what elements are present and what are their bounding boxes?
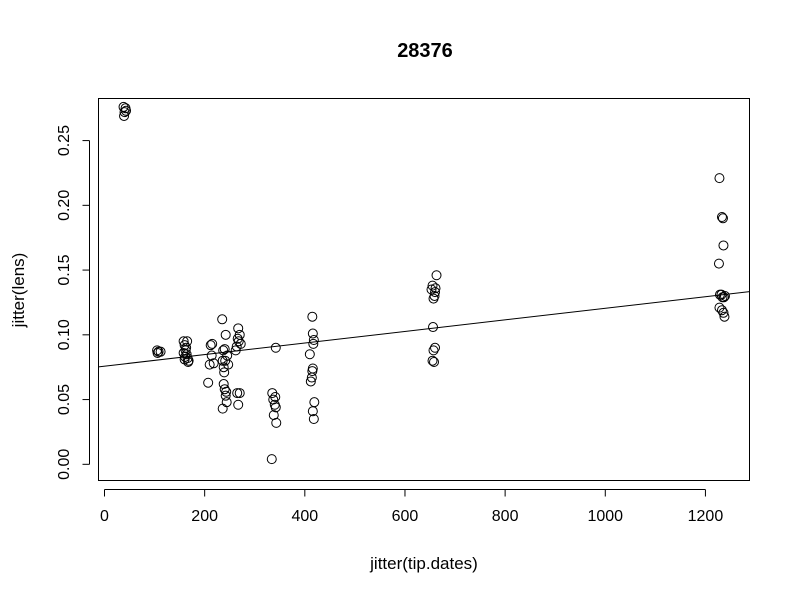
data-point bbox=[234, 388, 245, 399]
data-point bbox=[270, 342, 281, 353]
data-point bbox=[208, 358, 219, 369]
data-point bbox=[270, 402, 281, 413]
data-point bbox=[121, 105, 132, 116]
data-point bbox=[716, 211, 727, 222]
y-tick-label: 0.05 bbox=[56, 384, 73, 415]
data-point bbox=[221, 386, 232, 397]
data-point bbox=[428, 322, 439, 333]
data-point bbox=[221, 397, 232, 408]
data-point bbox=[305, 376, 316, 387]
x-tick-label: 800 bbox=[492, 508, 519, 525]
data-point bbox=[308, 335, 319, 346]
data-point bbox=[219, 344, 230, 355]
y-tick-label: 0.20 bbox=[56, 190, 73, 221]
y-tick-label: 0.10 bbox=[56, 319, 73, 350]
data-point bbox=[719, 290, 730, 301]
y-axis-label: jitter(lens) bbox=[9, 253, 28, 329]
data-point bbox=[180, 351, 191, 362]
x-tick-label: 1000 bbox=[587, 508, 623, 525]
data-point bbox=[233, 336, 244, 347]
data-point bbox=[714, 173, 725, 184]
x-tick-label: 400 bbox=[291, 508, 318, 525]
data-point bbox=[266, 454, 277, 465]
data-point bbox=[430, 342, 441, 353]
data-point bbox=[309, 397, 320, 408]
data-point bbox=[308, 338, 319, 349]
data-point bbox=[152, 347, 163, 358]
data-point bbox=[218, 345, 229, 356]
data-point bbox=[119, 110, 130, 121]
data-point bbox=[307, 363, 318, 374]
data-point bbox=[719, 311, 730, 322]
data-point bbox=[427, 355, 438, 366]
data-point bbox=[307, 328, 318, 339]
data-point bbox=[217, 403, 228, 414]
data-point bbox=[183, 357, 194, 368]
chart-title: 28376 bbox=[397, 40, 453, 62]
data-point bbox=[206, 350, 217, 361]
y-axis: 0.00 0.05 0.10 0.15 0.20 0.25 bbox=[56, 125, 90, 480]
data-point bbox=[718, 292, 729, 303]
y-tick-label: 0.25 bbox=[56, 125, 73, 156]
regression-line bbox=[98, 291, 750, 368]
data-point bbox=[429, 357, 440, 368]
data-point bbox=[718, 307, 729, 318]
data-point bbox=[307, 311, 318, 322]
data-point bbox=[431, 270, 442, 281]
x-tick-label: 1200 bbox=[688, 508, 724, 525]
x-axis: 0 200 400 600 800 1000 1200 bbox=[100, 489, 724, 525]
data-point bbox=[429, 290, 440, 301]
data-point bbox=[233, 399, 244, 410]
data-point bbox=[430, 283, 441, 294]
data-point bbox=[713, 258, 724, 269]
data-point bbox=[430, 287, 441, 298]
data-point bbox=[220, 390, 231, 401]
data-point bbox=[223, 359, 234, 370]
data-point bbox=[427, 280, 438, 291]
data-point bbox=[203, 377, 214, 388]
x-tick-label: 200 bbox=[191, 508, 218, 525]
data-point bbox=[717, 213, 728, 224]
data-point bbox=[220, 329, 231, 340]
y-tick-label: 0.15 bbox=[56, 254, 73, 285]
data-point bbox=[716, 305, 727, 316]
data-point bbox=[205, 340, 216, 351]
data-point bbox=[218, 379, 229, 390]
data-point bbox=[207, 338, 218, 349]
data-point bbox=[428, 345, 439, 356]
y-tick-label: 0.00 bbox=[56, 449, 73, 480]
data-point bbox=[308, 413, 319, 424]
plot-frame bbox=[98, 98, 750, 481]
data-point bbox=[230, 345, 241, 356]
data-point bbox=[268, 410, 279, 421]
data-point bbox=[307, 406, 318, 417]
data-point bbox=[219, 384, 230, 395]
x-axis-label: jitter(tip.dates) bbox=[369, 554, 478, 573]
data-point bbox=[271, 417, 282, 428]
data-point bbox=[219, 367, 230, 378]
data-point bbox=[232, 388, 243, 399]
data-points bbox=[118, 101, 730, 465]
data-point bbox=[235, 338, 246, 349]
data-point bbox=[119, 107, 130, 118]
data-point bbox=[270, 391, 281, 402]
data-point bbox=[304, 349, 315, 360]
x-tick-label: 600 bbox=[392, 508, 419, 525]
data-point bbox=[182, 336, 193, 347]
data-point bbox=[718, 240, 729, 251]
data-point bbox=[268, 394, 279, 405]
data-point bbox=[233, 323, 244, 334]
x-tick-label: 0 bbox=[100, 508, 109, 525]
data-point bbox=[217, 314, 228, 325]
